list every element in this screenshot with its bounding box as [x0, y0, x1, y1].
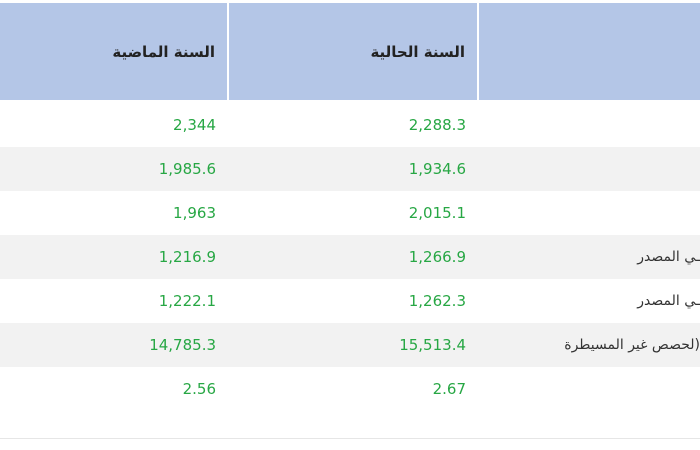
header-current: السنة الحالية [229, 3, 477, 100]
current-value: 1,262.3 [408, 292, 466, 310]
current-value: 1,266.9 [408, 248, 466, 266]
previous-value: 1,222.1 [158, 292, 216, 310]
divider [0, 438, 700, 439]
previous-value: 1,985.6 [158, 160, 216, 178]
row-label: ـي المصدر [637, 293, 700, 309]
row-bg [0, 147, 700, 191]
current-value: 15,513.4 [399, 336, 466, 354]
header-label [479, 3, 700, 100]
previous-value: 1,216.9 [158, 248, 216, 266]
current-value: 1,934.6 [408, 160, 466, 178]
current-value: 2,015.1 [408, 204, 466, 222]
previous-value: 2,344 [173, 116, 216, 134]
row-label: ـي المصدر [637, 249, 700, 265]
previous-value: 2.56 [182, 380, 216, 398]
current-value: 2,288.3 [408, 116, 466, 134]
row-label: لحصص غير المسيطرة) [564, 337, 700, 353]
header-previous: السنة الماضية [0, 3, 227, 100]
previous-value: 14,785.3 [149, 336, 216, 354]
current-value: 2.67 [432, 380, 466, 398]
row-bg [0, 235, 700, 279]
row-bg [0, 323, 700, 367]
previous-value: 1,963 [173, 204, 216, 222]
